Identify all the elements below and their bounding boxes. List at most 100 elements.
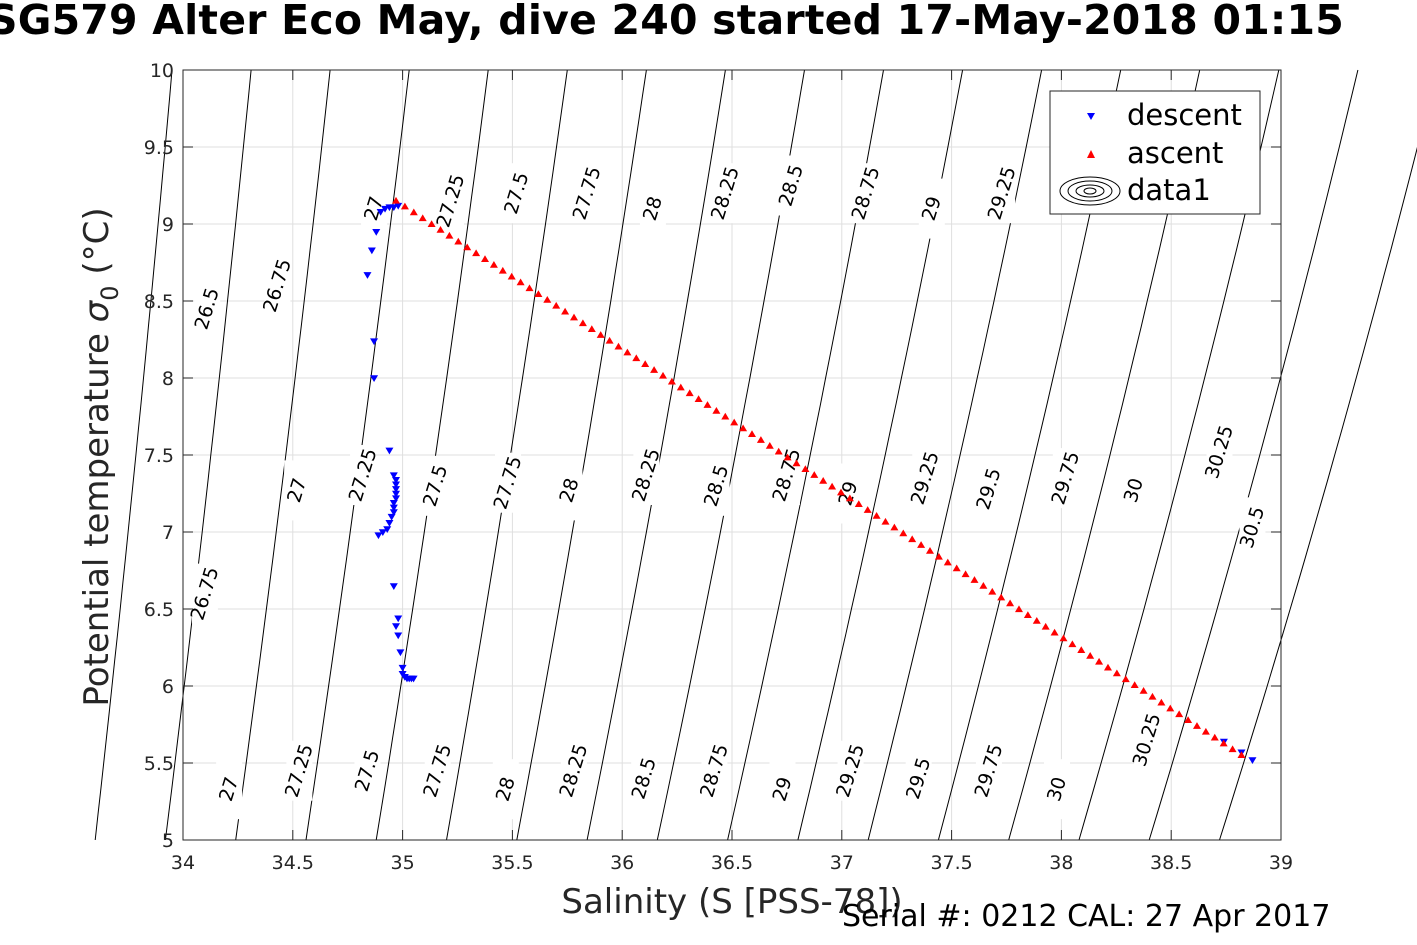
ascent-point [1014, 605, 1023, 613]
x-tick-label: 36 [610, 852, 634, 874]
ascent-point [828, 482, 837, 490]
ascent-point [561, 307, 570, 315]
ascent-point [1006, 599, 1015, 607]
y-tick-label: 7 [162, 522, 174, 544]
descent-point [367, 247, 376, 255]
isopycnal-label-bg [712, 163, 739, 224]
descent-point [374, 532, 383, 540]
descent-point [363, 272, 372, 279]
isopycnal-26.75 [164, 69, 252, 841]
ascent-point [418, 214, 427, 222]
ascent-point [1103, 663, 1112, 671]
ascent-point [881, 517, 890, 525]
ascent-point [952, 564, 961, 572]
ascent-point [1201, 727, 1210, 735]
isopycnal-label-bg [284, 460, 311, 521]
y-tick-label: 6 [162, 676, 174, 698]
ascent-point [970, 576, 979, 583]
ascent-point [765, 441, 774, 449]
descent-point [392, 495, 401, 503]
ascent-point [908, 535, 917, 543]
isopycnal-28 [516, 69, 647, 841]
legend-box [1049, 90, 1261, 215]
ascent-point [596, 331, 605, 338]
isopycnal-label-bg [191, 563, 218, 624]
ascent-point [552, 301, 561, 309]
ascent-point [685, 389, 694, 397]
ascent-point [792, 459, 801, 467]
y-tick-label: 9 [162, 214, 174, 236]
ascent-point [1219, 739, 1228, 747]
ascent-point [1210, 733, 1219, 741]
ascent-point [650, 366, 659, 373]
ascent-point [917, 541, 926, 548]
ascent-point [703, 401, 712, 408]
isopycnal-label-bg [574, 163, 601, 224]
y-axis-label: Potential temperature σ0 (°C) [77, 207, 124, 706]
ascent-point [605, 336, 614, 344]
descent-point [389, 472, 398, 480]
isopycnal-label-bg [286, 740, 313, 801]
isopycnal-label-bg [350, 445, 377, 506]
ascent-point [1041, 622, 1050, 630]
ascent-point [1086, 652, 1095, 659]
descent-point [394, 615, 403, 623]
legend-descent-marker [1087, 113, 1095, 120]
ascent-point [810, 471, 819, 478]
ascent-point [925, 546, 934, 554]
ascent-point [801, 465, 810, 473]
ascent-point [943, 558, 952, 566]
isopycnal-label-bg [1052, 448, 1079, 509]
ascent-point [1023, 611, 1032, 618]
isopycnal-label-bg [422, 455, 449, 516]
isopycnal-label-bg [194, 278, 221, 339]
ascent-point [712, 406, 721, 414]
ascent-point [997, 593, 1006, 601]
ascent-point [658, 371, 667, 379]
ascent-point [409, 208, 418, 216]
descent-point [385, 520, 394, 527]
ascent-point [899, 529, 908, 537]
ascent-point [845, 494, 854, 502]
y-tick-label: 9.5 [144, 137, 174, 159]
descent-point [392, 623, 401, 630]
isopycnal-label-bg [503, 163, 530, 224]
y-tick-label: 8.5 [144, 291, 174, 313]
isopycnal-label-bg [264, 255, 291, 316]
descent-point [370, 375, 379, 383]
ascent-point [961, 570, 970, 578]
descent-point [398, 664, 407, 672]
y-tick-label: 5 [162, 830, 174, 852]
ascent-point [1166, 704, 1175, 712]
isopycnal-label-bg [1239, 497, 1266, 558]
descent-point [396, 649, 405, 657]
ascent-point [1068, 640, 1077, 648]
descent-point [381, 205, 390, 213]
descent-point [389, 504, 398, 512]
ascent-point [890, 523, 899, 531]
ascent-point [614, 342, 623, 350]
ascent-point [1112, 669, 1121, 677]
ascent-point [1228, 745, 1237, 753]
ascent-point [534, 290, 543, 297]
x-tick-label: 38.5 [1150, 852, 1192, 874]
ascent-point [1148, 692, 1157, 700]
ascent-point [872, 511, 881, 519]
isopycnal-label-bg [852, 163, 879, 224]
isopycnal-29.25 [867, 69, 1043, 841]
ascent-point [516, 278, 525, 286]
x-tick-label: 39 [1269, 852, 1293, 874]
isopycnal-label-bg [560, 740, 587, 801]
ascent-point [756, 436, 765, 443]
isopycnal-label-bg [1206, 421, 1233, 482]
isopycnal-label-bg [633, 445, 660, 506]
x-tick-label: 34.5 [272, 852, 314, 874]
isopycnal-27.5 [375, 69, 489, 841]
ascent-point [1237, 751, 1246, 758]
ascent-point [1059, 634, 1068, 642]
descent-point [383, 526, 392, 533]
legend-contour-icon [1075, 184, 1105, 198]
x-tick-label: 36.5 [711, 852, 753, 874]
ascent-point [979, 582, 988, 589]
